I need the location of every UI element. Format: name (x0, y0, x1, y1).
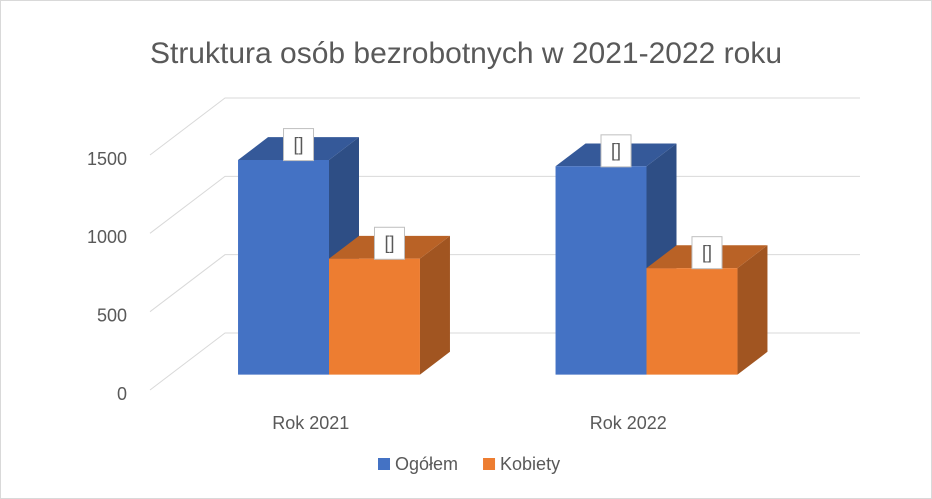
legend-label: Kobiety (500, 454, 560, 474)
data-label: [] (384, 233, 394, 253)
legend-swatch (483, 458, 496, 470)
data-label-box (283, 128, 315, 162)
data-label: [] (294, 134, 304, 154)
bar-side (737, 245, 768, 375)
legend-label: Ogółem (395, 454, 458, 474)
x-tick-label: Rok 2021 (272, 413, 349, 433)
y-tick-label: 1500 (87, 149, 127, 169)
bar-front (238, 159, 329, 375)
grid-line (149, 97, 860, 156)
data-label: [] (611, 141, 621, 161)
bar (329, 235, 450, 375)
data-label-box (373, 226, 405, 260)
y-tick-label: 0 (117, 384, 127, 404)
chart-title: Struktura osób bezrobotnych w 2021-2022 … (150, 37, 782, 70)
y-tick-label: 1000 (87, 227, 127, 247)
y-tick-label: 500 (97, 305, 127, 325)
x-tick-label: Rok 2022 (590, 413, 667, 433)
data-label: [] (702, 242, 712, 262)
bar-side (419, 235, 450, 375)
data-label-box (600, 134, 632, 168)
legend-swatch (378, 458, 390, 470)
bar-front (555, 166, 647, 375)
bar-front (646, 268, 738, 375)
data-label-box (691, 236, 723, 270)
bar-front (329, 258, 420, 375)
bar (646, 245, 768, 375)
